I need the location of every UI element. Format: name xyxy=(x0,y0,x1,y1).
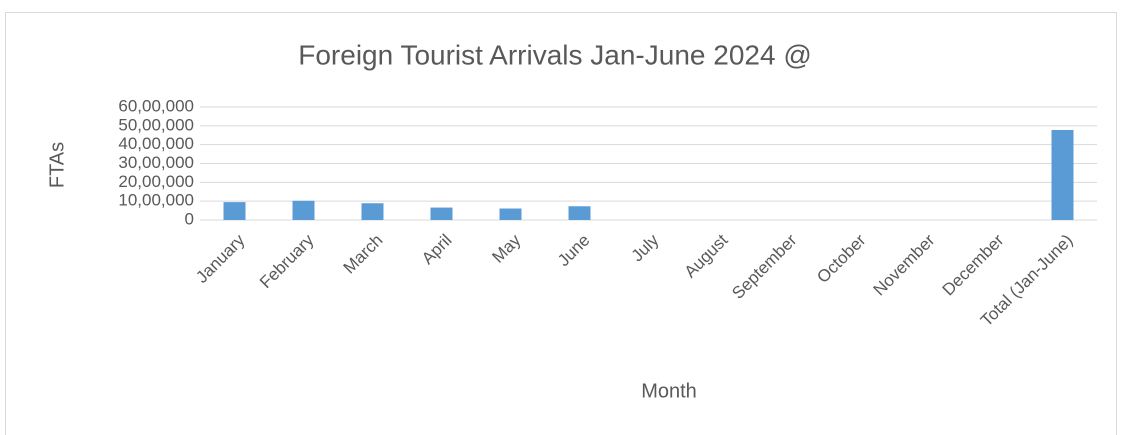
bar xyxy=(568,206,591,220)
chart-title: Foreign Tourist Arrivals Jan-June 2024 @ xyxy=(298,39,812,70)
y-tick-label: 20,00,000 xyxy=(118,172,194,191)
x-axis-title: Month xyxy=(641,380,697,402)
y-tick-label: 10,00,000 xyxy=(118,191,194,210)
bar xyxy=(430,207,453,220)
y-tick-label: 60,00,000 xyxy=(118,96,194,115)
y-axis-title: FTAs xyxy=(46,142,68,188)
y-tick-label: 50,00,000 xyxy=(118,115,194,134)
chart-border xyxy=(5,12,1117,435)
bar xyxy=(499,208,522,220)
y-tick-label: 30,00,000 xyxy=(118,153,194,172)
y-tick-label: 0 xyxy=(185,209,194,228)
y-tick-label: 40,00,000 xyxy=(118,134,194,153)
bar xyxy=(223,202,246,220)
bar xyxy=(1051,129,1074,220)
bar xyxy=(292,200,315,220)
bar xyxy=(361,203,384,220)
